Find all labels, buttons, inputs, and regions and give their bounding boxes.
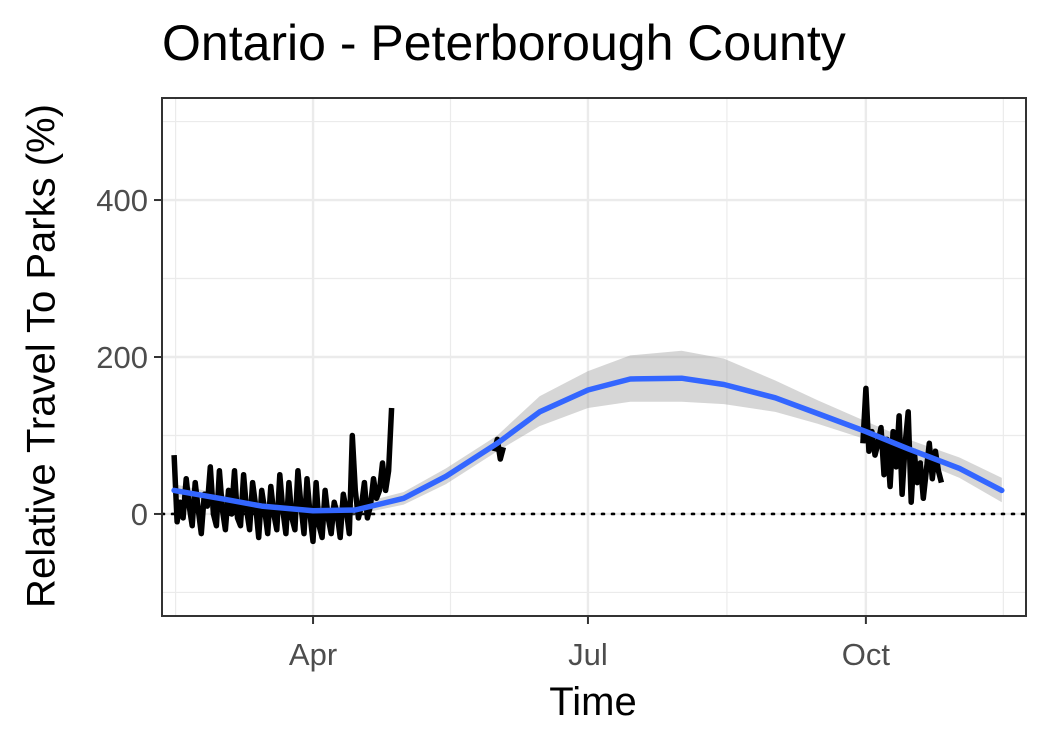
x-tick-label: Oct (842, 637, 891, 672)
trend-line (171, 375, 1005, 514)
x-tick-label: Jul (568, 637, 608, 672)
x-tick-label: Apr (289, 637, 337, 672)
y-tick-label: 400 (96, 183, 148, 218)
trend-series-group (171, 375, 1005, 514)
chart-title: Ontario - Peterborough County (162, 15, 846, 71)
x-axis-label: Time (549, 680, 637, 724)
trend-confidence-band (174, 350, 1002, 516)
confidence-band-group (174, 350, 1002, 516)
axes: 0 200 400 Apr Jul Oct (96, 183, 890, 672)
observation-line (860, 385, 945, 505)
y-tick-label: 200 (96, 340, 148, 375)
y-tick-label: 0 (131, 497, 148, 532)
